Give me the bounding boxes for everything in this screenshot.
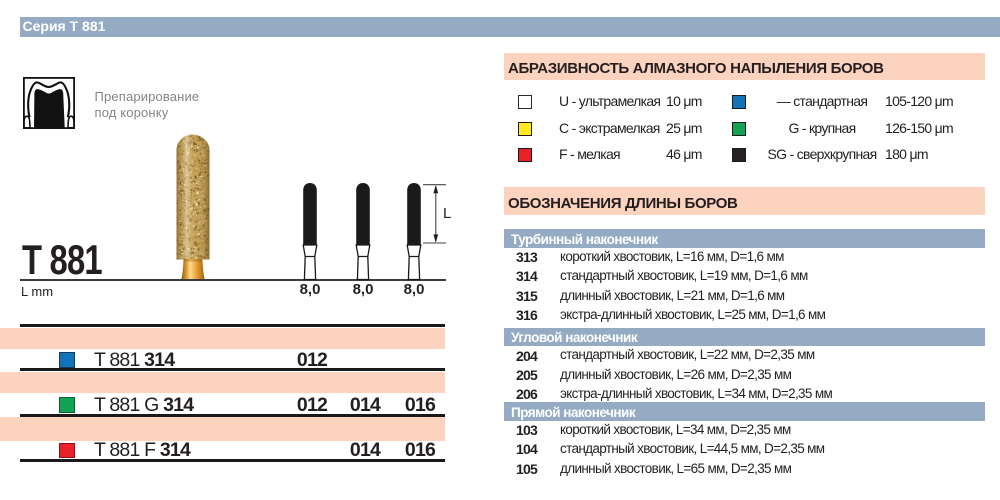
svg-text:L: L bbox=[443, 205, 451, 222]
